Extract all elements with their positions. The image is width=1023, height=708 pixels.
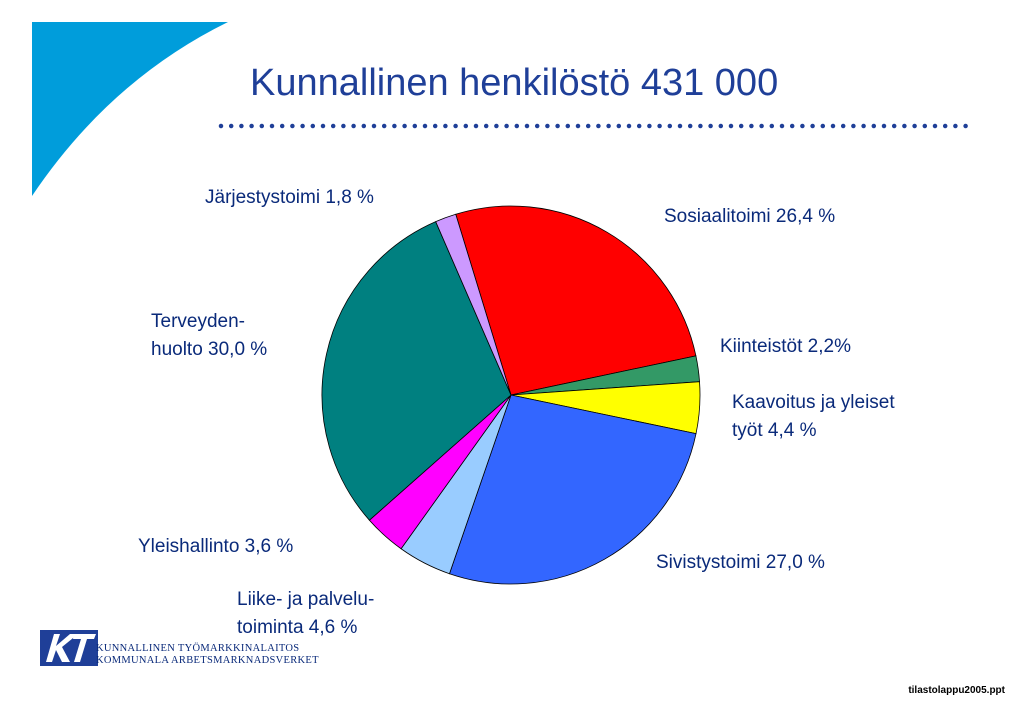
label-terveydenhuolto: Terveyden- huolto 30,0 % [151, 308, 267, 364]
label-liike-line1: Liike- ja palvelu- [237, 589, 375, 610]
label-yleishallinto: Yleishallinto 3,6 % [138, 536, 294, 557]
label-terveydenhuolto-line2: huolto 30,0 % [151, 339, 268, 360]
label-sivistystoimi: Sivistystoimi 27,0 % [656, 552, 825, 573]
pie-slice-sosiaalitoimi [455, 205, 697, 396]
label-liike-line2: toiminta 4,6 % [237, 617, 358, 638]
pie-slice-järjestystoimi [435, 213, 512, 396]
label-liike-ja-palvelutoiminta: Liike- ja palvelu- toiminta 4,6 % [237, 586, 374, 642]
label-kiinteistot: Kiinteistöt 2,2% [720, 336, 851, 357]
label-jarjestystoimi: Järjestystoimi 1,8 % [205, 187, 374, 208]
label-kaavoitus: Kaavoitus ja yleiset työt 4,4 % [732, 389, 895, 445]
pie-slice-sivistystoimi [448, 394, 697, 585]
kt-logo-mark [40, 630, 98, 666]
pie-slice-terveydenhuolto [321, 221, 512, 521]
logo-text-line1: KUNNALLINEN TYÖMARKKINALAITOS [96, 643, 300, 654]
logo-text-line2: KOMMUNALA ARBETSMARKNADSVERKET [96, 655, 319, 666]
label-terveydenhuolto-line1: Terveyden- [151, 311, 245, 332]
corner-decoration [32, 22, 228, 196]
footer-filename: tilastolappu2005.ppt [908, 685, 1005, 696]
label-kaavoitus-line1: Kaavoitus ja yleiset [732, 392, 895, 413]
page-title: Kunnallinen henkilöstö 431 000 [250, 62, 779, 104]
label-sosiaalitoimi: Sosiaalitoimi 26,4 % [664, 206, 836, 227]
title-dotted-divider [218, 123, 976, 129]
label-kaavoitus-line2: työt 4,4 % [732, 420, 817, 441]
